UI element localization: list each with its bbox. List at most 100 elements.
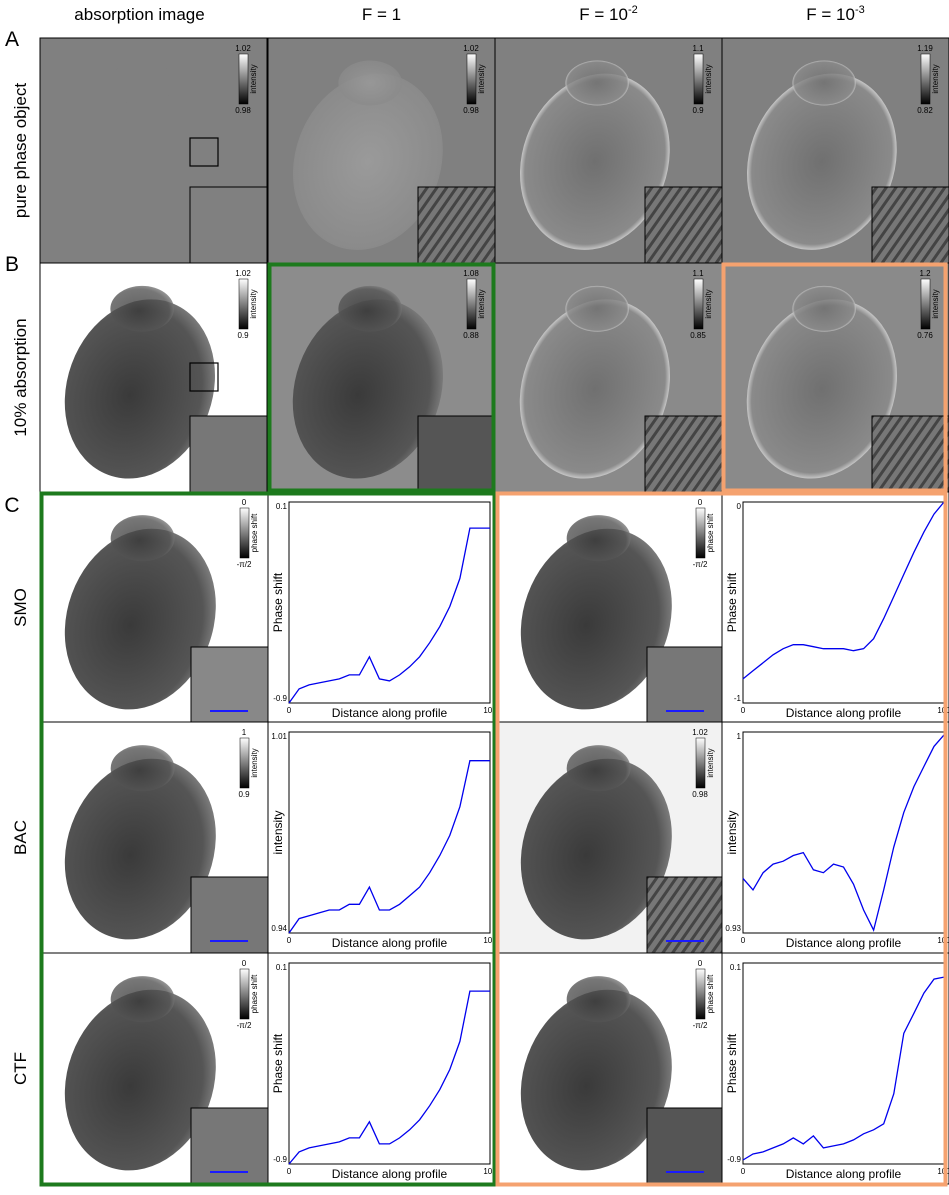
header-text: F = 1 <box>362 5 401 24</box>
inset <box>418 416 495 492</box>
x-tick-label: 0 <box>287 1167 292 1176</box>
x-axis-label: Distance along profile <box>332 936 448 950</box>
figure: absorption imageF = 1F = 10-2F = 10-3Apu… <box>0 0 949 1190</box>
column-header: F = 1 <box>362 5 401 24</box>
colorbar-min: -π/2 <box>693 560 708 569</box>
colorbar-label: intensity <box>704 64 713 93</box>
specimen-top <box>567 515 631 561</box>
colorbar-max: 1.02 <box>463 44 479 53</box>
colorbar-min: 0.98 <box>692 790 708 799</box>
specimen-top <box>567 976 631 1022</box>
y-tick-label: 0.93 <box>725 924 741 933</box>
colorbar-min: 0.9 <box>692 106 704 115</box>
colorbar-max: 0 <box>698 498 703 507</box>
inset <box>190 187 267 263</box>
method-label: SMO <box>11 588 30 627</box>
row-letter: B <box>5 253 19 276</box>
y-tick-label: 1 <box>737 732 742 741</box>
specimen-top <box>110 286 174 332</box>
y-tick-label: 0.1 <box>276 502 288 511</box>
y-axis-label: Phase shift <box>725 1033 739 1093</box>
column-header: absorption image <box>74 5 204 24</box>
specimen-top <box>338 286 402 332</box>
row-label: pure phase object <box>11 83 30 218</box>
colorbar-max: 1.02 <box>235 44 251 53</box>
specimen-top <box>111 976 175 1022</box>
colorbar-max: 1.2 <box>919 269 931 278</box>
colorbar <box>694 54 703 104</box>
colorbar-max: 0 <box>698 959 703 968</box>
inset <box>190 416 267 492</box>
y-tick-label: 1.01 <box>271 732 287 741</box>
x-tick-label: 0 <box>741 1167 746 1176</box>
specimen-top <box>111 515 175 561</box>
colorbar <box>921 54 930 104</box>
specimen-top <box>565 61 629 106</box>
row-letter: A <box>5 28 19 51</box>
y-tick-label: 0.1 <box>730 963 742 972</box>
y-tick-label: -0.9 <box>273 1155 287 1164</box>
header-exponent: -3 <box>855 4 865 16</box>
colorbar-label: intensity <box>704 289 713 318</box>
specimen-top <box>792 61 856 106</box>
colorbar-min: 0.76 <box>917 331 933 340</box>
colorbar <box>240 969 249 1019</box>
column-header: F = 10-2 <box>579 4 637 24</box>
specimen-top <box>110 61 174 106</box>
x-axis-label: Distance along profile <box>332 706 448 720</box>
x-axis-label: Distance along profile <box>786 706 902 720</box>
colorbar <box>694 279 703 329</box>
specimen-top <box>792 286 856 332</box>
y-axis-label: Phase shift <box>271 1033 285 1093</box>
header-text: F = 10 <box>806 5 855 24</box>
colorbar-min: 0.98 <box>235 106 251 115</box>
colorbar-max: 1 <box>242 728 247 737</box>
colorbar-max: 1.1 <box>692 269 704 278</box>
colorbar-label: intensity <box>477 289 486 318</box>
colorbar <box>467 54 476 104</box>
colorbar-max: 0 <box>242 498 247 507</box>
y-tick-label: -0.9 <box>273 694 287 703</box>
x-tick-label: 0 <box>287 936 292 945</box>
colorbar-min: 0.98 <box>463 106 479 115</box>
colorbar-min: 0.82 <box>917 106 933 115</box>
colorbar-max: 1.02 <box>235 269 251 278</box>
inset <box>418 187 495 263</box>
colorbar <box>240 738 249 788</box>
specimen-top <box>565 286 629 332</box>
x-tick-label: 0 <box>287 706 292 715</box>
colorbar <box>696 738 705 788</box>
colorbar <box>696 969 705 1019</box>
colorbar-min: -π/2 <box>237 1021 252 1030</box>
plot-panel <box>268 953 495 1184</box>
colorbar-max: 1.02 <box>692 728 708 737</box>
colorbar-label: phase shift <box>706 974 715 1013</box>
plot-panel <box>722 492 949 723</box>
method-label: CTF <box>11 1052 30 1085</box>
specimen-top <box>567 745 631 791</box>
y-tick-label: 0.1 <box>276 963 288 972</box>
colorbar <box>239 279 248 329</box>
y-axis-label: intensity <box>725 810 739 854</box>
inset <box>645 187 722 263</box>
y-tick-label: -1 <box>734 694 742 703</box>
x-axis-label: Distance along profile <box>786 1167 902 1181</box>
x-tick-label: 0 <box>741 936 746 945</box>
colorbar-max: 1.19 <box>917 44 933 53</box>
header-text: absorption image <box>74 5 204 24</box>
y-tick-label: -0.9 <box>727 1155 741 1164</box>
colorbar <box>467 279 476 329</box>
colorbar-min: 0.85 <box>690 331 706 340</box>
colorbar-label: intensity <box>706 748 715 777</box>
column-header: F = 10-3 <box>806 4 864 24</box>
colorbar-min: 0.9 <box>237 331 249 340</box>
header-exponent: -2 <box>628 4 638 16</box>
colorbar-label: intensity <box>250 748 259 777</box>
y-axis-label: Phase shift <box>725 572 739 632</box>
inset <box>645 416 722 492</box>
x-tick-label: 0 <box>741 706 746 715</box>
colorbar-label: intensity <box>931 289 940 318</box>
specimen-top <box>111 745 175 791</box>
inset <box>872 187 949 263</box>
plot-panel <box>722 722 949 953</box>
